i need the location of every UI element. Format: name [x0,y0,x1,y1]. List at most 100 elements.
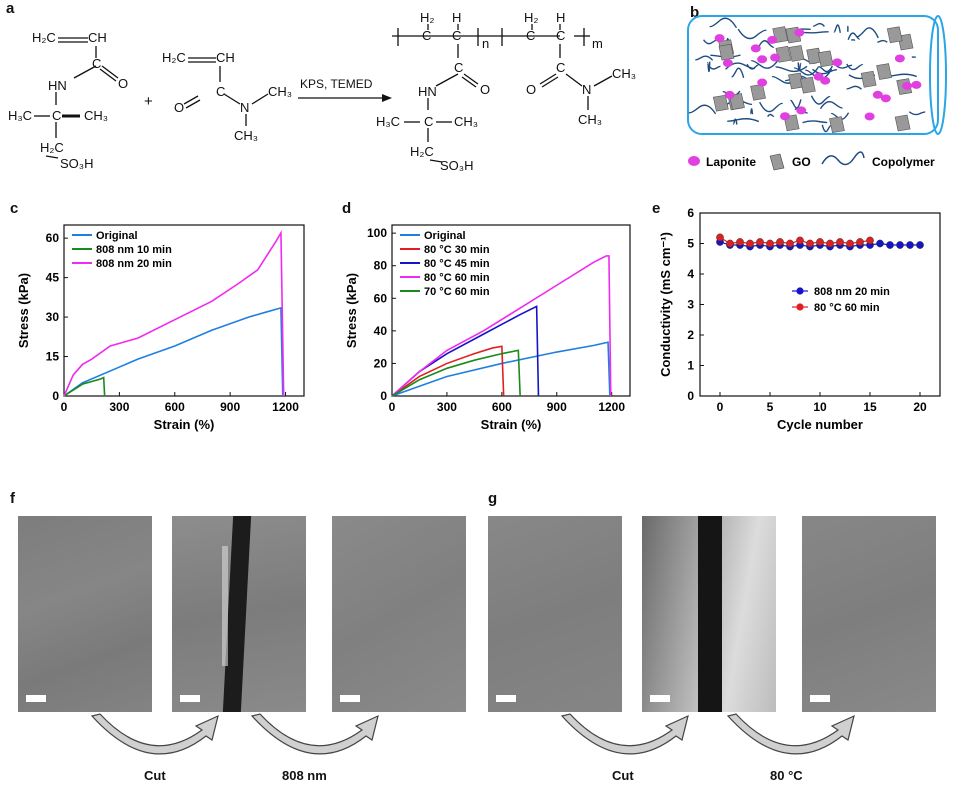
go-sheet [876,63,892,80]
y-tick-label: 40 [374,324,388,338]
sem-f-cut [172,516,306,712]
scale-bar [496,695,516,702]
data-point [906,241,914,249]
copolymer-chain [810,95,831,105]
panel-label-b: b [690,4,700,21]
data-point [756,238,764,246]
series-line-0 [63,306,284,397]
m1-h3c: H₃C [8,108,32,123]
m2-ch3-right: CH₃ [268,84,292,99]
x-axis-label: Cycle number [777,417,863,432]
legend-entry-0: 808 nm 20 min [814,286,890,298]
go-sheet [860,70,877,88]
label-cut-g: Cut [612,768,634,783]
sem-g-original [488,516,622,712]
copolymer-chain [737,28,767,40]
go-sheet [750,83,766,101]
laponite-particle [894,54,905,63]
copolymer-chain [759,101,784,113]
arrow-cut-f [90,713,219,755]
m1-so3h: SO₃H [60,156,93,171]
copolymer-chain [767,113,775,118]
copolymer-chain [708,65,721,70]
p-h2-b: H₂ [524,10,538,25]
sem-f-original [18,516,152,712]
p-c1: C [422,28,431,43]
x-tick-label: 300 [109,400,129,414]
y-tick-label: 15 [46,350,60,364]
reaction-scheme: H₂C CH C O HN H₃C C CH₃ H₂C SO₃H + H₂C C… [8,10,636,173]
copolymer-chain [812,68,838,75]
legend-entry-1: 808 nm 10 min [96,244,172,256]
p-n-subscript: n [482,36,489,51]
copolymer-chain [727,118,760,123]
copolymer-chain [775,65,808,73]
laponite-particle [750,44,761,53]
y-tick-label: 0 [380,389,387,403]
go-sheet [829,116,845,133]
y-tick-label: 4 [687,267,694,281]
x-axis-label: Strain (%) [154,417,215,432]
data-point [846,239,854,248]
panel-label-c: c [10,200,19,217]
p-so3h: SO₃H [440,158,473,173]
p-h3c: H₃C [376,114,400,129]
series-line-1 [63,376,106,397]
reaction-reagents: KPS, TEMED [300,77,373,91]
copolymer-chain [847,32,861,40]
laponite-particle [780,112,790,121]
data-point [776,238,784,246]
p-n2: N [582,82,591,97]
chart-d-stress-strain-thermal: 0 300 600 900 1200 0 20 40 60 80 100 Strain (%) Stre… [344,224,631,432]
data-point [826,239,834,248]
data-point [716,233,724,242]
scale-bar [340,695,360,702]
series-line-4 [391,349,521,397]
copolymer-chain [793,66,820,76]
x-tick-label: 1200 [272,400,299,414]
data-point [896,241,904,249]
laponite-legend-icon [688,156,700,166]
arrow-cut-g [560,713,689,755]
copolymer-chain [706,61,711,73]
data-point [916,241,924,249]
laponite-particle [796,106,807,115]
y-tick-label: 60 [46,231,60,245]
data-point [746,239,754,248]
m2-n: N [240,100,249,115]
scale-bar [650,695,670,702]
p-amide2-c: C [556,60,565,75]
m1-nh: HN [48,78,67,93]
y-tick-label: 100 [367,226,387,240]
legend-marker-1 [796,303,804,311]
laponite-particle [724,90,735,99]
series-line-1 [391,345,505,397]
panel-label-e: e [652,200,661,217]
y-tick-label: 1 [687,359,694,373]
laponite-particle [832,58,843,67]
scale-bar [810,695,830,702]
copolymer-chain [750,59,779,69]
copolymer-chain [731,67,745,78]
p-ch3: CH₃ [454,114,478,129]
scale-bar [26,695,46,702]
data-point [886,241,894,249]
go-sheet [800,76,816,94]
arrow-heat-g [726,713,855,755]
p-quat-c: C [424,114,433,129]
data-point [786,239,794,248]
y-tick-label: 80 [374,259,388,273]
copolymer-chain [818,65,834,73]
y-tick-label: 30 [46,310,60,324]
x-tick-label: 1200 [598,400,625,414]
laponite-particle [902,81,913,90]
copolymer-chain [833,24,841,33]
y-tick-label: 3 [687,298,694,312]
legend-entry-0: Original [96,230,138,242]
copolymer-chain [802,120,828,124]
scale-bar [180,695,200,702]
copolymer-chain [846,63,864,71]
go-sheet [712,94,729,112]
m2-vinyl-right: CH [216,50,235,65]
laponite-particle [872,90,883,99]
